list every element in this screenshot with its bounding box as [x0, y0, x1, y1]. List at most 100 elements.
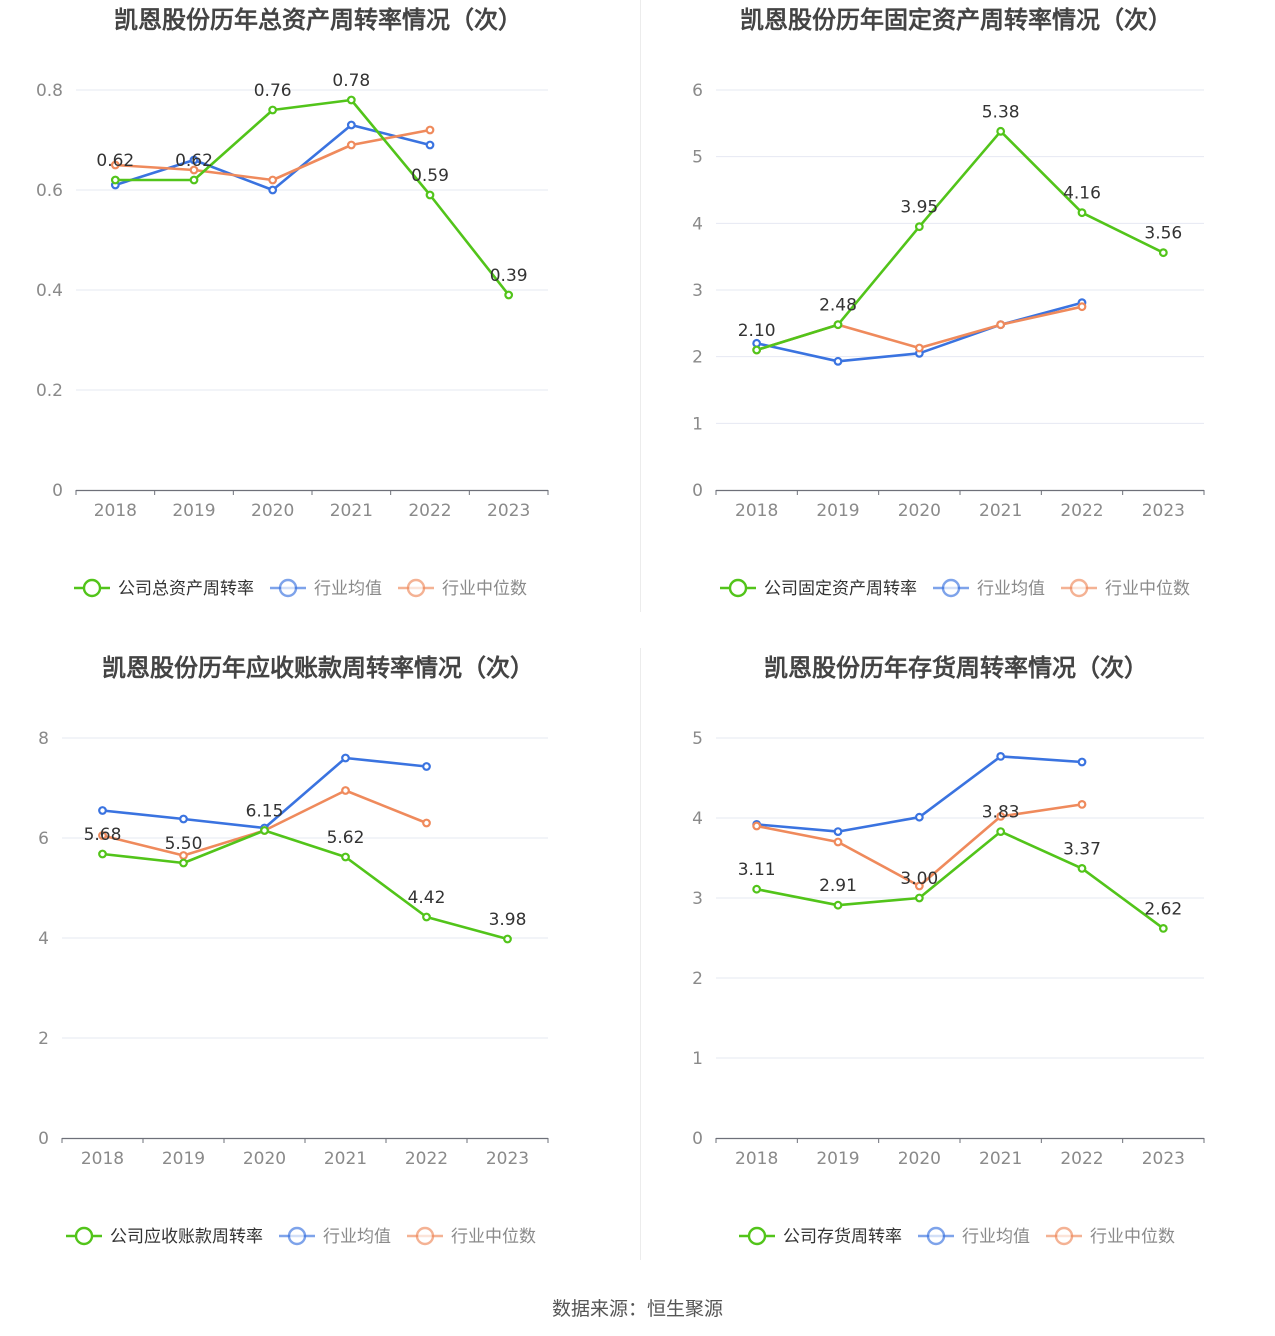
data-point-industry_median[interactable]: [110, 160, 120, 170]
legend-item-company[interactable]: 公司存货周转率: [739, 1226, 902, 1247]
data-point-company[interactable]: [98, 849, 107, 859]
data-point-industry_avg[interactable]: [425, 140, 435, 150]
chart-inventory-turnover: 凯恩股份历年存货周转率情况（次） 0 1 2 3 4 5 2018 2019 2020 2021 20…: [692, 654, 1205, 1247]
data-point-company[interactable]: [1158, 248, 1168, 258]
data-label: 0.62: [96, 151, 134, 171]
data-point-industry_avg[interactable]: [189, 155, 199, 165]
panel-divider-bottom: [640, 648, 641, 1260]
data-label: 3.95: [900, 198, 938, 218]
data-point-company[interactable]: [996, 827, 1006, 837]
data-point-company[interactable]: [1077, 208, 1087, 218]
legend-item-company[interactable]: 公司总资产周转率: [74, 578, 254, 599]
data-point-company[interactable]: [189, 175, 199, 185]
data-point-industry_avg[interactable]: [996, 751, 1006, 761]
data-point-company[interactable]: [341, 852, 350, 862]
series-line-industry_median: [756, 305, 1083, 352]
y-tick-label: 5: [692, 148, 703, 168]
data-point-company[interactable]: [268, 105, 278, 115]
y-tick-label: 0: [52, 481, 63, 501]
legend-item-industry_avg[interactable]: 行业均值: [279, 1226, 391, 1247]
x-tick-label: 2022: [405, 1149, 448, 1169]
legend-item-industry_median[interactable]: 行业中位数: [1061, 578, 1190, 599]
data-point-industry_median[interactable]: [914, 881, 924, 891]
legend-marker: [1069, 578, 1089, 598]
legend-item-industry_avg[interactable]: 行业均值: [270, 578, 382, 599]
legend-item-industry_avg[interactable]: 行业均值: [918, 1226, 1030, 1247]
data-point-company[interactable]: [110, 175, 120, 185]
data-point-industry_avg[interactable]: [1077, 757, 1087, 767]
legend-item-industry_median[interactable]: 行业中位数: [398, 578, 527, 599]
data-point-company[interactable]: [260, 826, 269, 835]
data-point-industry_avg[interactable]: [346, 120, 356, 130]
legend-marker: [747, 1226, 767, 1246]
data-point-company[interactable]: [179, 858, 188, 868]
data-point-company[interactable]: [1158, 924, 1168, 933]
data-point-company[interactable]: [833, 900, 843, 910]
x-tick-label: 2021: [979, 501, 1022, 521]
data-label: 4.42: [408, 888, 446, 908]
legend-item-industry_median[interactable]: 行业中位数: [407, 1226, 536, 1247]
data-point-company[interactable]: [914, 893, 924, 903]
x-tick-label: 2021: [979, 1149, 1022, 1169]
series-line-company: [102, 829, 508, 941]
data-point-industry_avg[interactable]: [914, 812, 924, 822]
data-label: 3.98: [489, 910, 527, 930]
data-point-company[interactable]: [1077, 863, 1087, 873]
legend-item-industry_median[interactable]: 行业中位数: [1046, 1226, 1175, 1247]
data-point-industry_avg[interactable]: [833, 827, 843, 837]
data-point-industry_median[interactable]: [346, 140, 356, 150]
data-point-industry_median[interactable]: [98, 831, 107, 840]
legend-label: 公司存货周转率: [783, 1227, 902, 1247]
data-point-company[interactable]: [503, 934, 512, 944]
data-point-company[interactable]: [504, 290, 514, 300]
data-point-industry_avg[interactable]: [341, 753, 350, 763]
series-line-industry_median: [102, 789, 427, 857]
x-tick-label: 2020: [898, 1149, 941, 1169]
data-point-industry_avg[interactable]: [833, 356, 843, 366]
y-tick-label: 2: [692, 969, 703, 989]
data-point-company[interactable]: [752, 884, 762, 894]
legend-item-company[interactable]: 公司应收账款周转率: [66, 1226, 263, 1247]
chart-receivables-turnover: 凯恩股份历年应收账款周转率情况（次） 0 2 4 6 8 2018 2019 2020 2021 2…: [38, 654, 549, 1247]
data-point-industry_avg[interactable]: [268, 185, 278, 195]
series-line-company: [756, 130, 1164, 352]
x-tick-label: 2018: [94, 501, 137, 521]
data-label: 0.62: [175, 151, 213, 171]
chart-title: 凯恩股份历年总资产周转率情况（次）: [114, 6, 522, 34]
legend-item-industry_avg[interactable]: 行业均值: [933, 578, 1045, 599]
chart-title: 凯恩股份历年固定资产周转率情况（次）: [740, 6, 1172, 34]
x-tick-label: 2018: [735, 501, 778, 521]
data-label: 2.62: [1144, 899, 1182, 919]
legend-item-company[interactable]: 公司固定资产周转率: [720, 578, 917, 599]
y-tick-label: 0.2: [36, 381, 63, 401]
series-line-company: [115, 98, 510, 296]
legend-label: 行业均值: [977, 579, 1045, 599]
data-point-company[interactable]: [833, 320, 843, 330]
data-point-industry_median[interactable]: [341, 786, 350, 795]
data-point-company[interactable]: [425, 190, 435, 200]
y-tick-label: 1: [692, 1049, 703, 1069]
data-point-company[interactable]: [752, 345, 762, 355]
data-point-company[interactable]: [346, 95, 356, 105]
data-label: 4.16: [1063, 184, 1101, 204]
data-point-industry_avg[interactable]: [422, 762, 431, 771]
data-point-industry_median[interactable]: [1077, 302, 1087, 312]
data-label: 3.56: [1144, 224, 1182, 244]
data-point-industry_median[interactable]: [189, 165, 199, 175]
data-point-industry_median[interactable]: [996, 320, 1006, 330]
data-point-industry_median[interactable]: [914, 343, 924, 353]
data-point-industry_avg[interactable]: [98, 806, 107, 815]
data-point-industry_median[interactable]: [752, 821, 762, 831]
data-point-industry_avg[interactable]: [179, 814, 188, 824]
data-point-industry_median[interactable]: [833, 837, 843, 847]
data-point-industry_median[interactable]: [268, 175, 278, 185]
x-tick-label: 2022: [1060, 501, 1103, 521]
data-point-industry_median[interactable]: [1077, 799, 1087, 809]
data-point-industry_median[interactable]: [425, 125, 435, 135]
data-point-industry_median[interactable]: [422, 818, 431, 828]
data-point-industry_median[interactable]: [996, 811, 1006, 821]
data-point-company[interactable]: [996, 126, 1006, 136]
y-tick-label: 4: [692, 214, 703, 234]
data-point-company[interactable]: [914, 222, 924, 232]
data-point-company[interactable]: [422, 912, 431, 922]
